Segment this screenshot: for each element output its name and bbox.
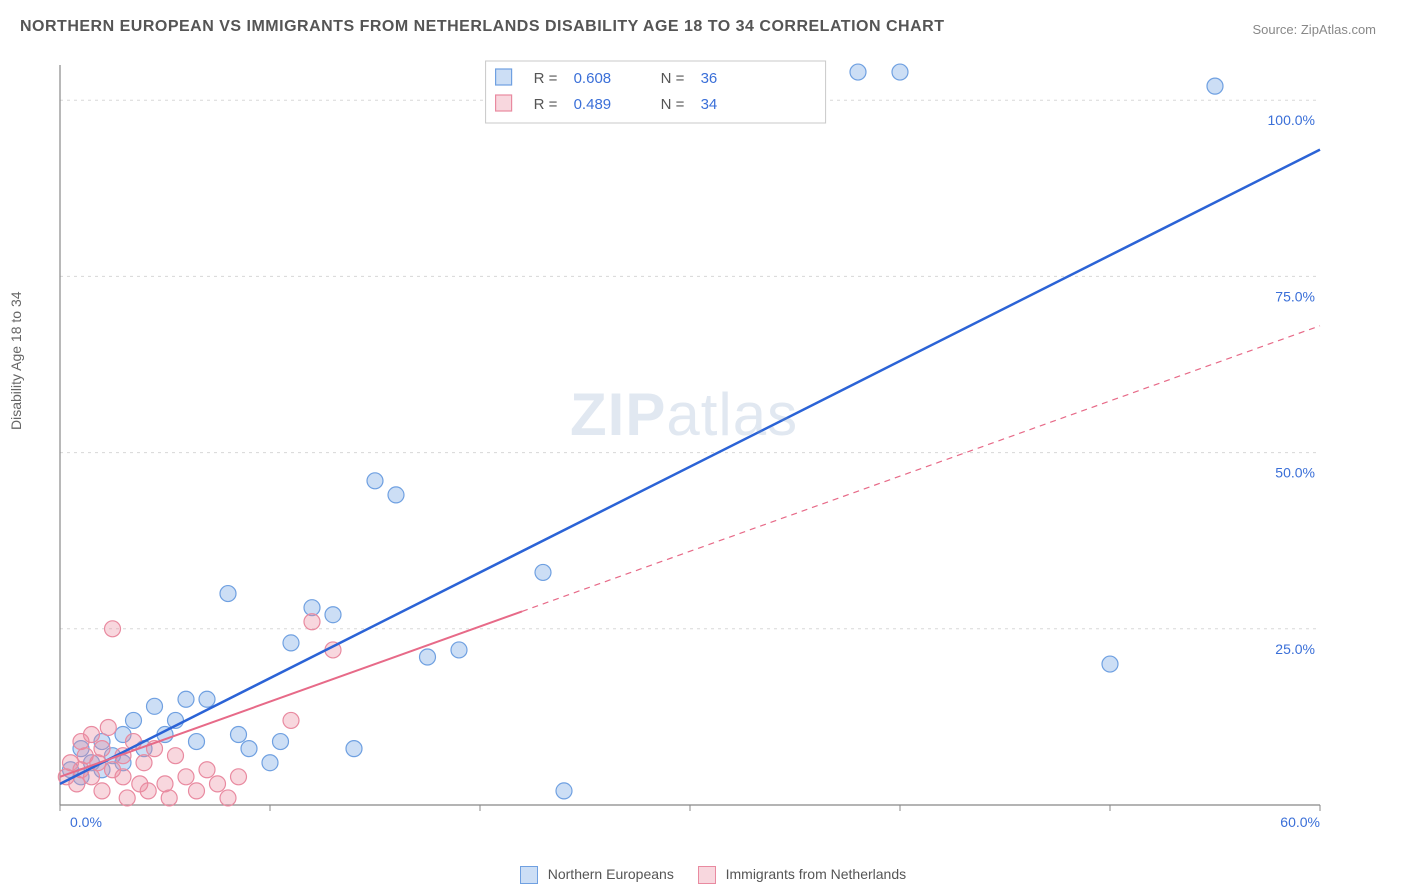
- svg-text:R =: R =: [534, 70, 558, 87]
- legend-label-pink: Immigrants from Netherlands: [726, 866, 907, 882]
- svg-text:0.608: 0.608: [574, 70, 612, 87]
- svg-text:75.0%: 75.0%: [1275, 288, 1315, 304]
- svg-text:0.489: 0.489: [574, 96, 612, 113]
- svg-text:N =: N =: [661, 70, 685, 87]
- svg-text:0.0%: 0.0%: [70, 814, 102, 830]
- svg-text:R =: R =: [534, 96, 558, 113]
- svg-text:100.0%: 100.0%: [1268, 112, 1315, 128]
- svg-text:60.0%: 60.0%: [1280, 814, 1320, 830]
- svg-text:36: 36: [701, 70, 718, 87]
- svg-text:50.0%: 50.0%: [1275, 465, 1315, 481]
- legend-bottom: Northern Europeans Immigrants from Nethe…: [0, 866, 1406, 884]
- svg-text:N =: N =: [661, 96, 685, 113]
- y-axis-title: Disability Age 18 to 34: [8, 291, 24, 430]
- source-label: Source: ZipAtlas.com: [1252, 22, 1376, 37]
- legend-swatch-blue: [520, 866, 538, 884]
- scatter-chart: 25.0% 50.0% 75.0% 100.0% 0.0% 60.0% R = 0.608 N…: [50, 55, 1370, 835]
- svg-text:34: 34: [701, 96, 718, 113]
- legend-label-blue: Northern Europeans: [548, 866, 674, 882]
- chart-title: NORTHERN EUROPEAN VS IMMIGRANTS FROM NET…: [20, 18, 944, 36]
- legend-swatch-pink: [698, 866, 716, 884]
- svg-text:25.0%: 25.0%: [1275, 641, 1315, 657]
